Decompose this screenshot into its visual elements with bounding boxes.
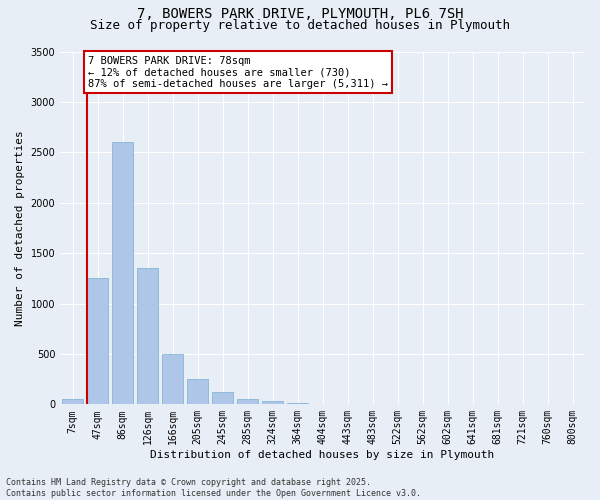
Text: Size of property relative to detached houses in Plymouth: Size of property relative to detached ho… xyxy=(90,19,510,32)
Bar xyxy=(212,392,233,404)
Text: 7, BOWERS PARK DRIVE, PLYMOUTH, PL6 7SH: 7, BOWERS PARK DRIVE, PLYMOUTH, PL6 7SH xyxy=(137,8,463,22)
Bar xyxy=(62,400,83,404)
Bar xyxy=(187,379,208,404)
Bar xyxy=(87,278,108,404)
Y-axis label: Number of detached properties: Number of detached properties xyxy=(15,130,25,326)
Bar xyxy=(237,399,258,404)
Bar xyxy=(287,403,308,404)
Text: Contains HM Land Registry data © Crown copyright and database right 2025.
Contai: Contains HM Land Registry data © Crown c… xyxy=(6,478,421,498)
X-axis label: Distribution of detached houses by size in Plymouth: Distribution of detached houses by size … xyxy=(151,450,495,460)
Text: 7 BOWERS PARK DRIVE: 78sqm
← 12% of detached houses are smaller (730)
87% of sem: 7 BOWERS PARK DRIVE: 78sqm ← 12% of deta… xyxy=(88,56,388,88)
Bar xyxy=(112,142,133,405)
Bar xyxy=(162,354,183,405)
Bar xyxy=(137,268,158,404)
Bar xyxy=(262,401,283,404)
